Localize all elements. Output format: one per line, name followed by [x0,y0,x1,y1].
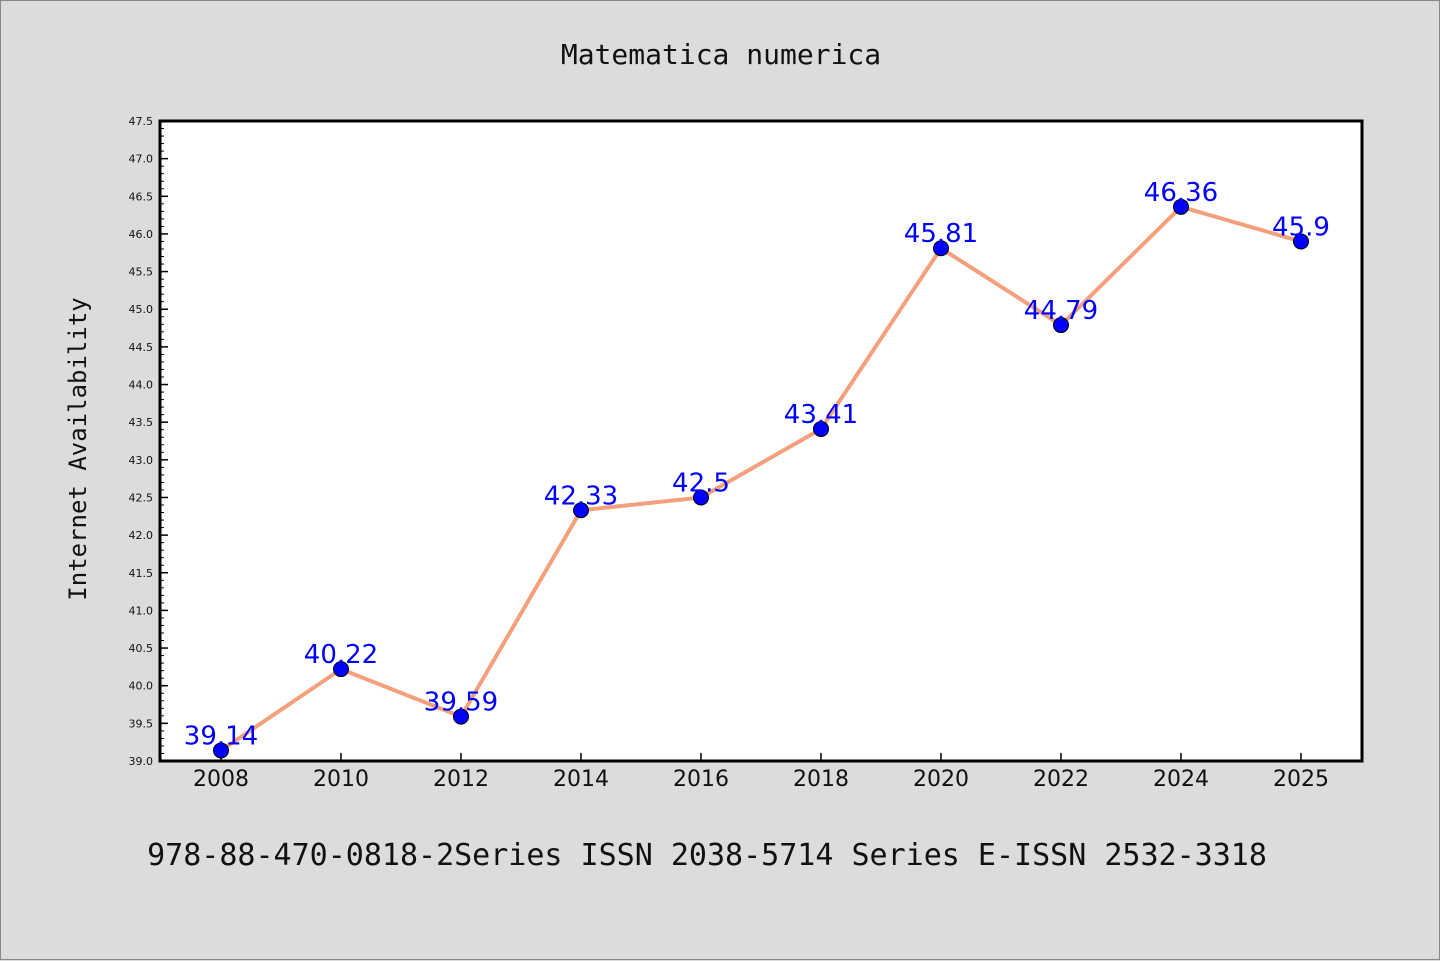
data-label: 42.33 [544,481,618,511]
y-tick-label: 44.0 [129,379,154,392]
data-label: 44.79 [1024,296,1098,326]
x-tick-label: 2024 [1153,767,1209,792]
x-tick-label: 2012 [433,767,489,792]
y-tick-label: 39.5 [129,717,154,730]
x-tick-label: 2008 [193,767,249,792]
x-tick-label: 2025 [1273,767,1329,792]
data-point [453,708,469,725]
y-tick-label: 46.0 [129,228,154,241]
data-point [1293,233,1309,250]
x-tick-label: 2014 [553,767,609,792]
y-tick-label: 47.5 [129,115,154,128]
data-label: 46.36 [1144,178,1218,208]
y-tick-label: 42.5 [129,491,154,504]
x-tick-label: 2018 [793,767,849,792]
data-point [813,420,829,437]
y-tick-label: 43.0 [129,454,154,467]
y-tick-label: 45.0 [129,303,154,316]
y-tick-label: 41.5 [129,567,154,580]
data-point [933,240,949,257]
data-label: 39.14 [184,721,258,751]
x-tick-label: 2022 [1033,767,1089,792]
data-label: 39.59 [424,688,498,718]
y-tick-label: 42.0 [129,529,154,542]
data-label: 42.5 [672,468,730,498]
y-tick-label: 44.5 [129,341,154,354]
y-tick-label: 45.5 [129,266,154,279]
data-label: 43.41 [784,400,858,430]
data-point [1053,317,1069,334]
data-label: 45.9 [1272,212,1330,242]
y-tick-label: 43.5 [129,416,154,429]
chart-title: Matematica numerica [561,38,881,71]
data-point [333,661,349,678]
data-label: 40.22 [304,640,378,670]
x-tick-label: 2016 [673,767,729,792]
x-tick-label: 2010 [313,767,369,792]
y-tick-label: 41.0 [129,604,154,617]
y-tick-label: 40.5 [129,642,154,655]
y-tick-label: 47.0 [129,153,154,166]
footer-text: 978-88-470-0818-2Series ISSN 2038-5714 S… [147,838,1267,873]
x-tick-label: 2020 [913,767,969,792]
y-tick-label: 39.0 [129,755,154,768]
series-group: 39.14 40.22 39.59 42.33 42.5 43.41 45.81 44.79 4… [184,178,1330,759]
y-axis: 39.0 39.5 40.0 40.5 41.0 41.5 42.0 42.5 43.0 43.5… [129,115,168,768]
data-point [1173,198,1189,215]
data-point [573,502,589,519]
y-tick-label: 46.5 [129,190,154,203]
data-point [213,742,229,759]
x-axis: 2008 2010 2012 2014 2016 2018 2020 2022 2024 2025 [193,753,1329,792]
y-axis-label: Internet Availability [64,297,92,600]
data-label: 45.81 [904,219,978,249]
y-tick-label: 40.0 [129,680,154,693]
data-point [693,489,709,506]
series-line [219,204,1303,753]
